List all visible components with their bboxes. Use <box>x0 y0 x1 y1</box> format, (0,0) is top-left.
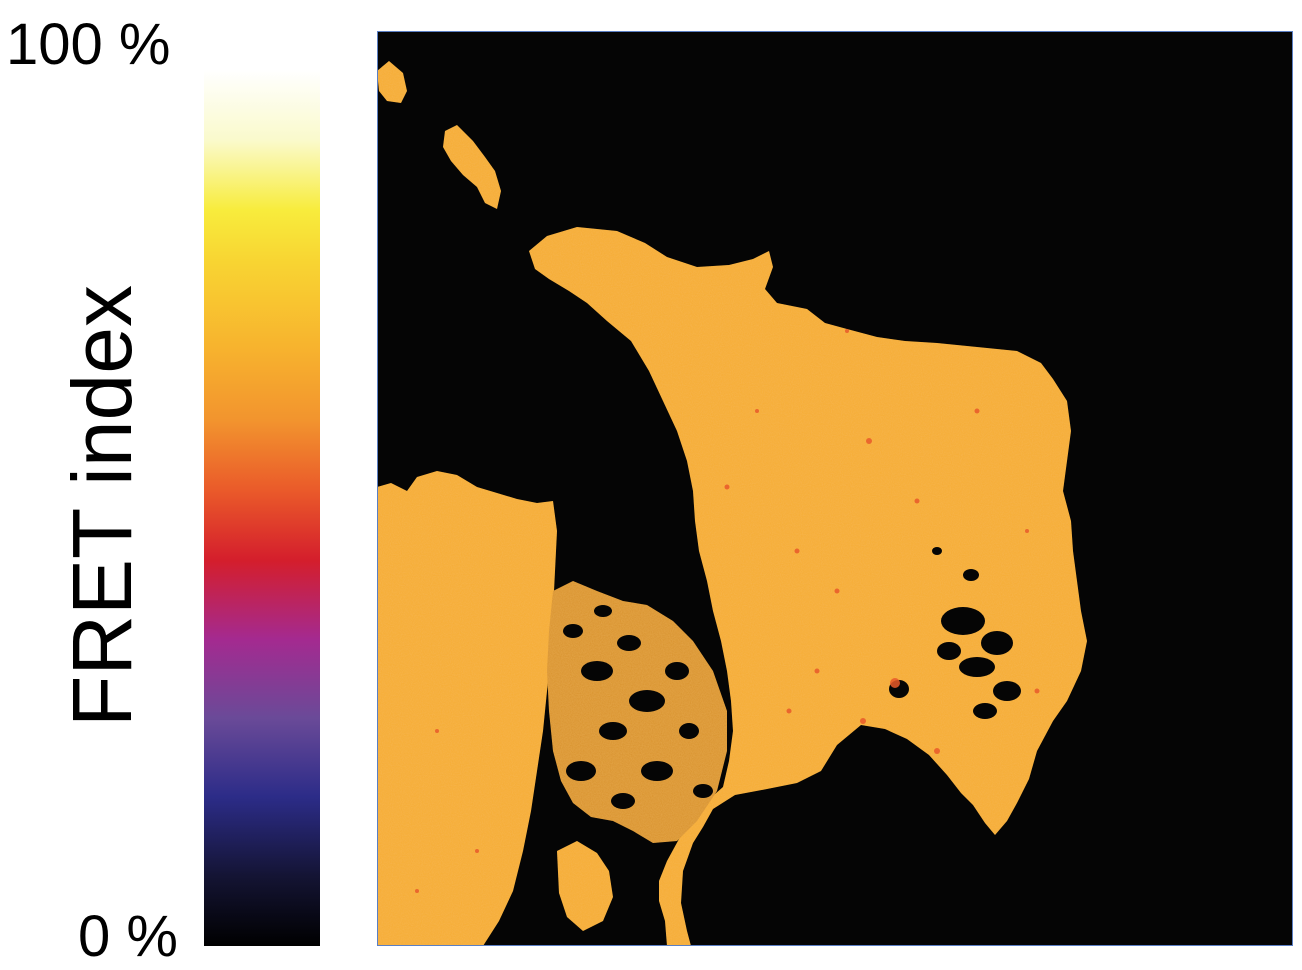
main-cell-holes <box>889 547 1021 719</box>
cell-fragment <box>443 125 501 209</box>
cell-fragment <box>377 61 407 103</box>
colorbar <box>204 70 320 946</box>
colorbar-title-container: FRET index <box>55 70 149 942</box>
colorbar-title: FRET index <box>55 285 149 727</box>
cluster-holes <box>563 605 713 809</box>
red-speckles <box>415 329 1040 893</box>
cell-left <box>377 471 557 946</box>
colorbar-max-label: 100 % <box>6 12 171 77</box>
fret-image-drawing <box>377 31 1293 946</box>
cell-fragment <box>557 841 613 931</box>
cell-main <box>529 227 1087 946</box>
colorbar-min-label: 0 % <box>78 904 178 969</box>
colorbar-gradient <box>204 70 320 946</box>
fret-image <box>377 31 1293 946</box>
